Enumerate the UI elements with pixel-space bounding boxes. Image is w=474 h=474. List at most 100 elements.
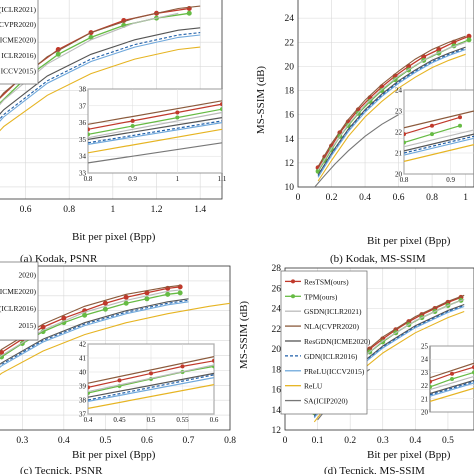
x-tick-label: 1.4 <box>194 205 206 215</box>
legend-label: ICCV2015) <box>1 66 37 75</box>
legend-box <box>0 0 39 85</box>
x-tick-label: 0 <box>296 193 301 203</box>
y-tick-label: 14 <box>272 406 282 416</box>
series-line-gsdn-iclr2021- <box>0 289 181 358</box>
inset-data-point <box>212 358 214 363</box>
legend: ResTSM(ours) TPM(ours) GSDN(ICLR2021) NLA(C… <box>280 270 371 415</box>
x-tick-label: 0.4 <box>409 436 421 446</box>
data-point <box>186 10 192 16</box>
x-tick-label: 0.3 <box>377 436 389 446</box>
inset-series-line <box>430 387 474 402</box>
inset-series-line <box>88 384 214 409</box>
data-point <box>40 324 46 330</box>
inset-x-tick: 0.8 <box>84 175 93 183</box>
legend-label: 2015) <box>19 321 37 330</box>
series-line-resgdn-icme2020- <box>0 27 201 115</box>
inset-data-point <box>450 371 454 376</box>
y-tick-label: 10 <box>285 183 295 193</box>
y-tick-label: 24 <box>272 305 282 315</box>
legend: (ICLR2021) CVPR2020) (ICME2020) ICLR2016) IC… <box>0 0 39 85</box>
series-line-gdn-iclr2016- <box>0 299 189 367</box>
inset-grid <box>403 89 474 175</box>
inset-series-line <box>88 364 214 393</box>
inset-x-tick: 0.9 <box>446 176 455 184</box>
legend: 2020) (ICME2020) (ICLR2016) 2015) <box>0 261 39 341</box>
inset-series-line <box>430 375 474 391</box>
inset-data-point <box>180 364 185 369</box>
inset-series-line <box>404 135 474 154</box>
legend-label: ReLU <box>304 382 323 391</box>
y-tick-label: 14 <box>285 135 295 145</box>
series-group <box>0 284 230 376</box>
xlabel-b: Bit per pixel (Bpp) <box>367 235 451 247</box>
inset-data-point <box>430 132 434 137</box>
data-point <box>177 290 183 296</box>
inset-x-tick: 1 <box>176 175 180 183</box>
plot-frame <box>297 0 474 188</box>
series-line-nla-cvpr2020- <box>317 35 466 167</box>
panel-a-plot: 0.6 0.8 1 1.2 1.4 (ICLR2021) CVPR2020) (ICME202… <box>0 0 227 215</box>
xlabel-a: Bit per pixel (Bpp) <box>72 231 156 243</box>
inset-series-line <box>430 381 474 396</box>
inset: 37 38 39 40 41 42 0.4 0.45 0.5 0.55 0.6 <box>79 341 219 425</box>
inset-data-point <box>430 379 432 384</box>
legend-label: ResGDN(ICME2020) <box>304 337 371 346</box>
inset-y-tick: 20 <box>421 409 429 417</box>
inset-series-line <box>404 129 474 148</box>
inset-y-tick: 42 <box>79 341 87 349</box>
inset-data-point <box>458 123 462 128</box>
inset-series-line <box>404 144 474 162</box>
panel-c-plot: 0.3 0.4 0.5 0.6 0.7 0.8 2020) (ICME2020) (ICLR20… <box>0 261 236 446</box>
x-tick-label: 0.4 <box>359 193 371 203</box>
inset-series-line <box>88 111 222 139</box>
series-line-relu <box>0 302 230 376</box>
inset-y-tick: 36 <box>79 119 87 127</box>
x-tick-label: 0.8 <box>63 205 75 215</box>
inset-data-point <box>130 123 135 128</box>
y-tick-label: 22 <box>272 325 282 335</box>
y-tick-label: 24 <box>285 14 295 24</box>
legend-label: PReLU(ICCV2015) <box>304 367 365 376</box>
inset-x-tick: 0.5 <box>147 416 156 424</box>
inset-data-point <box>450 377 454 381</box>
series-line-resgdn-icme2020- <box>317 46 466 176</box>
inset: 33 34 35 36 37 38 0.8 0.9 1 1.1 <box>79 86 227 184</box>
inset-data-point <box>88 127 90 132</box>
y-tick-label: 26 <box>272 284 282 294</box>
inset-series-line <box>88 356 214 384</box>
inset-y-tick: 37 <box>79 102 87 110</box>
x-tick-label: 0.7 <box>183 436 195 446</box>
inset-y-tick: 34 <box>79 153 87 161</box>
inset-y-tick: 41 <box>79 355 87 363</box>
ylabel-d: MS-SSIM (dB) <box>238 301 250 369</box>
inset-y-tick: 35 <box>79 136 87 144</box>
series-line-nla-cvpr2020- <box>0 5 201 99</box>
y-tick-label: 16 <box>272 386 282 396</box>
data-point <box>123 294 129 300</box>
y-tick-label: 18 <box>285 87 295 97</box>
y-tick-label: 20 <box>272 345 282 355</box>
inset-series <box>88 100 222 164</box>
inset-data-point <box>220 107 222 112</box>
caption-d: (d) Tecnick, MS-SSIM <box>324 465 425 474</box>
series-line-resgdn-icme2020- <box>0 298 189 365</box>
inset-x-tick: 0.8 <box>400 176 409 184</box>
inset-data-point <box>149 371 153 376</box>
caption-b: (b) Kodak, MS-SSIM <box>330 253 426 265</box>
inset-y-tick: 39 <box>79 383 87 391</box>
legend-label: (ICME2020) <box>0 36 36 45</box>
series-group <box>314 33 472 187</box>
data-point <box>123 300 129 306</box>
xlabel-d: Bit per pixel (Bpp) <box>367 449 451 461</box>
inset-data-point <box>130 118 135 123</box>
inset-series-line <box>88 100 222 125</box>
inset-data-point <box>117 378 122 383</box>
data-point <box>102 300 108 306</box>
inset-series-line <box>404 137 474 156</box>
inset-x-tick: 0.55 <box>176 416 189 424</box>
inset-series-line <box>88 142 222 164</box>
series-line-prelu-iccv2015- <box>317 48 466 178</box>
series-line-restsm-ours- <box>317 35 470 169</box>
inset-series-line <box>404 110 474 129</box>
